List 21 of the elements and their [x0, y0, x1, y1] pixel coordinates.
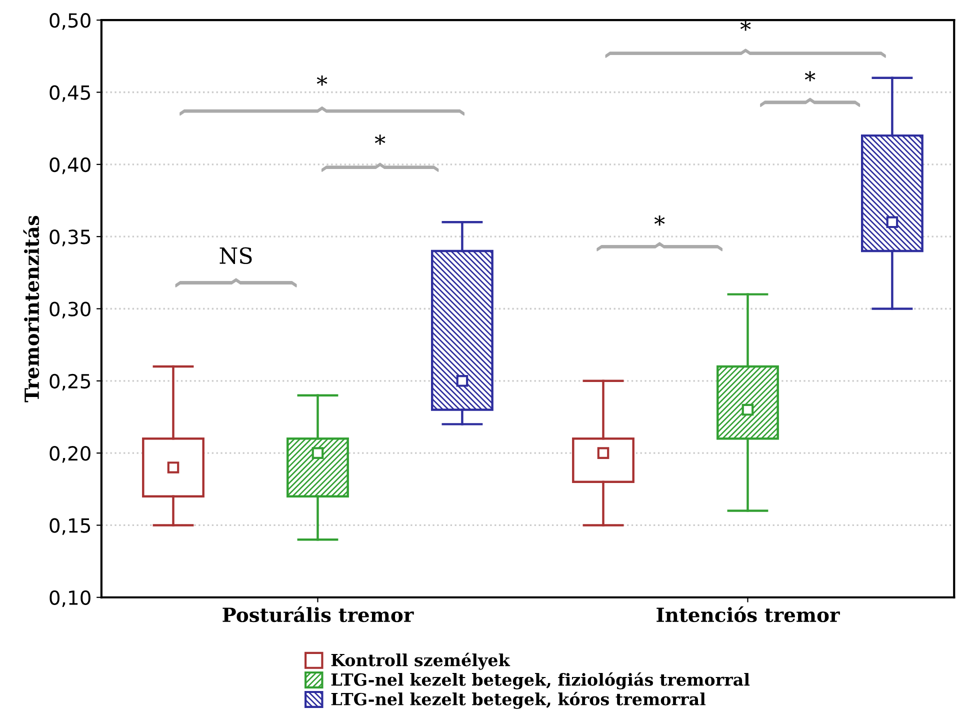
legend-label: LTG-nel kezelt betegek, fiziológiás tremorral	[331, 672, 750, 690]
annotation: *	[374, 134, 386, 145]
y-tick-label: 0,25	[50, 374, 90, 391]
y-tick-label: 0,35	[50, 230, 90, 246]
legend-label: LTG-nel kezelt betegek, kóros tremorral	[331, 692, 706, 709]
y-tick-label: 0,20	[50, 446, 90, 463]
annotation: *	[804, 71, 816, 82]
y-tick-label: 0,45	[50, 85, 90, 102]
x-tick-label: Posturális tremor	[222, 606, 414, 622]
annotation: *	[740, 20, 751, 31]
y-axis-title: Tremorintenzitás	[23, 216, 40, 402]
y-tick-label: 0,15	[50, 518, 90, 535]
annotation: NS	[220, 247, 252, 264]
y-tick-label: 0,10	[50, 590, 90, 608]
annotation: *	[654, 215, 665, 226]
y-tick-label: 0,40	[50, 157, 90, 174]
annotation: *	[316, 75, 328, 86]
y-tick-label: 0,30	[50, 302, 90, 318]
x-tick-label: Intenciós tremor	[656, 606, 840, 622]
y-tick-label: 0,50	[50, 13, 90, 30]
legend-label: Kontroll személyek	[331, 652, 510, 670]
